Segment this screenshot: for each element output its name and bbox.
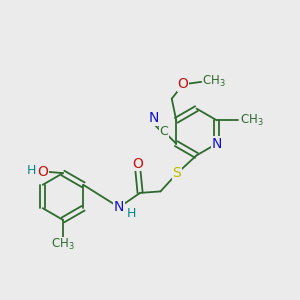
Text: O: O — [132, 157, 143, 170]
Text: H: H — [127, 207, 136, 220]
Text: S: S — [172, 167, 182, 180]
Text: CH$_3$: CH$_3$ — [240, 113, 263, 128]
Text: N: N — [114, 200, 124, 214]
Text: N: N — [212, 137, 222, 151]
Text: CH$_3$: CH$_3$ — [51, 237, 75, 252]
Text: CH$_3$: CH$_3$ — [202, 74, 226, 89]
Text: C: C — [159, 125, 168, 138]
Text: H: H — [27, 164, 37, 178]
Text: O: O — [37, 165, 48, 178]
Text: N: N — [148, 111, 159, 125]
Text: O: O — [178, 77, 189, 91]
